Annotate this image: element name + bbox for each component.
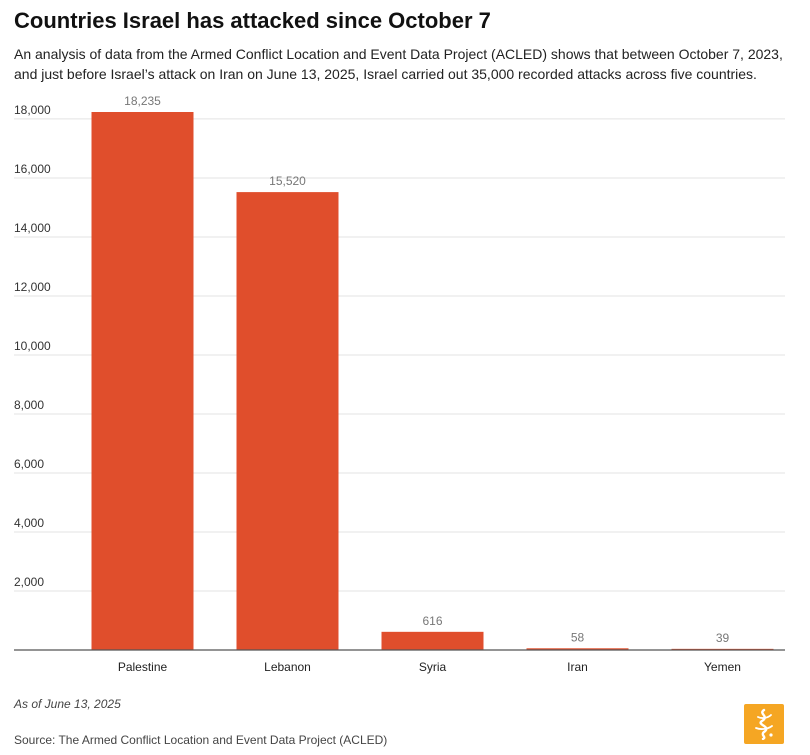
source-note: Source: The Armed Conflict Location and … [14,733,388,747]
chart-title: Countries Israel has attacked since Octo… [14,8,491,33]
x-tick-label: Lebanon [264,660,311,674]
x-tick-label: Syria [419,660,447,674]
y-tick-label: 18,000 [14,103,51,117]
data-label: 616 [422,614,442,628]
bar [526,648,629,650]
x-tick-label: Yemen [704,660,741,674]
x-tick-label: Iran [567,660,588,674]
chart-subtitle: An analysis of data from the Armed Confl… [14,46,783,82]
data-label: 58 [571,630,585,644]
data-label: 39 [716,631,730,645]
as-of-note: As of June 13, 2025 [14,697,121,711]
al-jazeera-logo-icon [744,704,784,744]
y-tick-label: 4,000 [14,516,44,530]
bar [91,112,194,650]
bar [381,631,484,650]
bar [236,192,339,650]
data-labels: 18,235 15,520 616 58 39 [124,94,729,645]
y-tick-label: 6,000 [14,457,44,471]
y-tick-label: 2,000 [14,575,44,589]
y-tick-label: 12,000 [14,280,51,294]
logo-glyph-icon [755,708,773,740]
data-label: 18,235 [124,94,161,108]
x-tick-label: Palestine [118,660,168,674]
bar-chart: 18,235 15,520 616 58 39 2,000 4,000 6,000 8,000… [14,94,785,674]
y-tick-label: 14,000 [14,221,51,235]
y-tick-label: 8,000 [14,398,44,412]
bars [91,112,774,650]
data-label: 15,520 [269,174,306,188]
axes: 2,000 4,000 6,000 8,000 10,000 12,000 14,000 16… [14,103,785,674]
y-tick-label: 10,000 [14,339,51,353]
y-tick-label: 16,000 [14,162,51,176]
